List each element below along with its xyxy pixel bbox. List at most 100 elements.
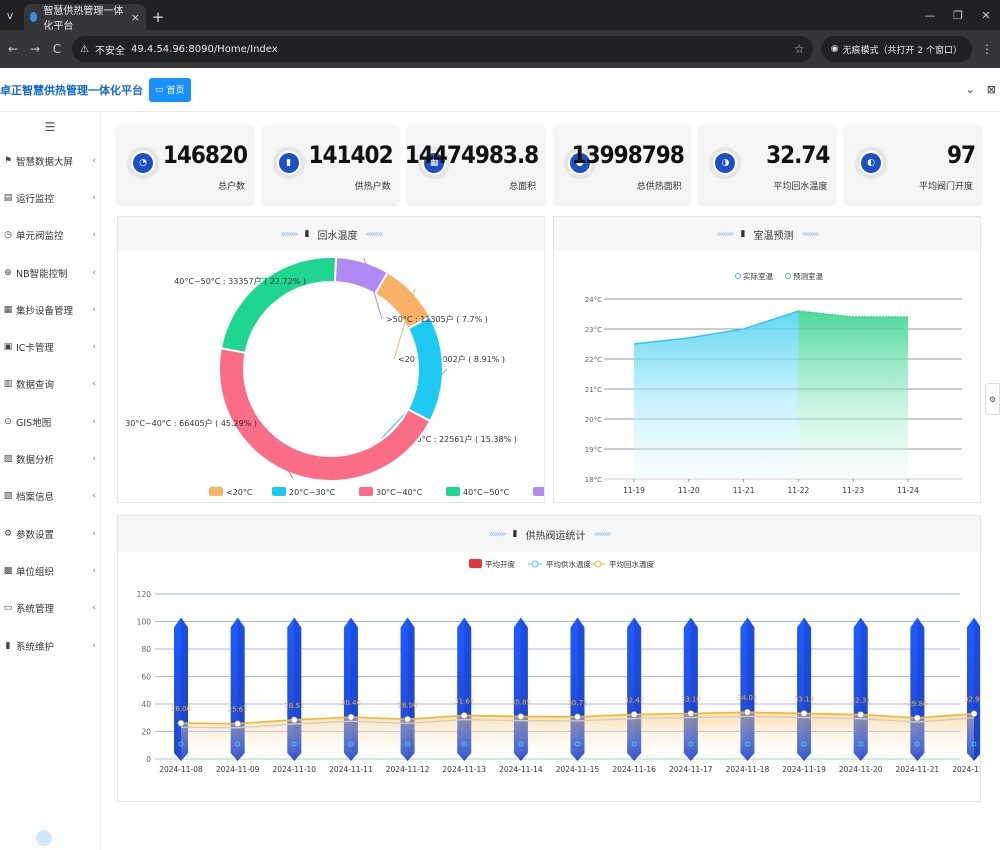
reload-icon[interactable]: C (52, 42, 62, 56)
assistant-icon[interactable] (36, 830, 52, 846)
data-label: 33.13 (794, 695, 814, 703)
chevron-left-icon: ‹ (92, 379, 96, 390)
data-point (404, 715, 411, 723)
data-point (630, 711, 638, 718)
address-bar[interactable]: ⚠ 不安全 49.4.54.96:8090/Home/Index ☆ (72, 36, 813, 62)
menu-toggle-icon[interactable]: ☰ (44, 120, 56, 134)
x-tick-label: 2024-11-17 (669, 765, 713, 774)
legend-label: <20°C (226, 488, 253, 497)
tab-search-icon[interactable]: v (6, 8, 14, 22)
url-text[interactable]: 49.4.54.96:8090/Home/Index (130, 43, 278, 55)
wrench-icon: ▮ (5, 640, 11, 651)
bar-marker (235, 741, 241, 747)
pie-slice (219, 256, 338, 354)
window-close-icon[interactable]: ✕ (981, 8, 991, 22)
app-brand: 卓正智慧供热管理一体化平台 (0, 83, 143, 97)
return-water-chart: <20°C : 13002户 ( 8.91% ) 20°C~30°C : 2256… (125, 256, 577, 497)
sidebar-item-label: 运行监控 (16, 193, 55, 205)
x-tick-label: 2024-11-10 (272, 765, 316, 774)
chevron-left-icon: ‹ (92, 342, 96, 353)
data-label: 33.10 (681, 695, 701, 703)
side-tool-button[interactable]: ⚙ (985, 383, 1000, 415)
sidebar-item[interactable]: ▩ 单位组织 ‹ (0, 552, 100, 589)
browser-tab[interactable]: 智慧供热管理一体化平台 × (24, 4, 146, 32)
chevron-down-icon[interactable]: ⌄ (965, 83, 975, 96)
forward-icon[interactable]: → (29, 42, 41, 56)
x-tick-label: 11-19 (623, 486, 645, 495)
room-temp-panel: »»»» ▮ 室温预测 «««« 18°C 19°C 20°C 21°C 22°C 23°… (553, 216, 981, 503)
pie-icon: ◔ (127, 147, 159, 179)
tab-close-icon[interactable]: × (130, 10, 140, 24)
home-button[interactable]: ▭ 首页 (149, 77, 191, 102)
sidebar-item-label: 智慧数据大屏 (16, 156, 74, 168)
minimize-icon[interactable]: — (924, 8, 936, 22)
data-label: 32.42 (624, 696, 644, 704)
browser-menu-icon[interactable]: ⋮ (981, 42, 993, 56)
pie-slice (218, 347, 432, 482)
legend-marker (785, 273, 791, 279)
sidebar-item-label: 单位组织 (16, 566, 55, 578)
sidebar-item[interactable]: ▦ 集抄设备管理 ‹ (0, 291, 100, 328)
legend-swatch (446, 487, 460, 496)
incognito-icon: ◉ (830, 44, 839, 54)
x-tick-label: 2024-11-09 (216, 765, 260, 774)
sidebar-item-label: 集抄设备管理 (16, 305, 74, 317)
sidebar-item[interactable]: ⊕ NB智能控制 ‹ (0, 254, 100, 291)
chevrons-right-icon: »»»» (280, 228, 299, 240)
chevron-left-icon: ‹ (92, 565, 96, 576)
bar-marker (688, 741, 694, 747)
data-point (574, 713, 581, 721)
sidebar-item[interactable]: ▥ 数据查询 ‹ (0, 366, 100, 403)
main-content: ◔ 146820 总户数 ▮ 141402 供热户数 ▦ 14474983.8 总面积 ◕ 1399… (101, 112, 1000, 850)
sidebar-item[interactable]: ⊙ GIS地图 ‹ (0, 403, 100, 440)
close-all-icon[interactable]: ⊠ (986, 83, 996, 96)
area-icon: ◕ (563, 147, 596, 179)
sidebar-item[interactable]: ▣ IC卡管理 ‹ (0, 328, 100, 365)
series-line (633, 310, 799, 345)
bookmark-star-icon[interactable]: ☆ (793, 42, 805, 56)
chevrons-right-icon: »»»» (488, 528, 507, 540)
data-label: 30.46 (341, 699, 362, 707)
pie-label-line (393, 288, 416, 360)
sidebar-item[interactable]: ▤ 运行监控 ‹ (0, 179, 100, 216)
legend-label: 平均供水温度 (546, 559, 591, 569)
return-water-panel: »»»» ▮ 回水温度 «««« <20°C : 13002户 ( 8.91% … (117, 216, 577, 503)
area-fill (634, 311, 799, 479)
bar-chart-icon: ▮ (272, 147, 305, 179)
x-tick-label: 2024-11-14 (499, 765, 543, 774)
x-tick-label: 11-20 (678, 486, 700, 495)
data-label: 26.06 (171, 705, 192, 713)
sidebar-item[interactable]: ▨ 数据分析 ‹ (0, 440, 100, 477)
chevron-left-icon: ‹ (92, 603, 96, 614)
incognito-indicator[interactable]: ◉ 无痕模式（共打开 2 个窗口） (820, 36, 972, 62)
data-label: 32.94 (964, 696, 980, 704)
data-point (914, 714, 921, 722)
data-label: 31.67 (454, 697, 474, 705)
sidebar-item[interactable]: ▮ 系统维护 ‹ (0, 627, 100, 664)
sidebar-menu: ⚑ 智慧数据大屏 ‹ ▤ 运行监控 ‹ ◷ 单元阀监控 ‹ ⊕ NB智能控制 ‹ ▦ 集抄设备管理 ‹ ▣ IC… (0, 142, 100, 664)
stat-value: 32.74 (766, 141, 830, 169)
pie-label-line (380, 368, 448, 440)
legend-swatch (359, 487, 373, 496)
map-pin-icon: ⊙ (4, 416, 12, 427)
sidebar-item-label: 单元阀监控 (16, 231, 64, 243)
panel-title-bar: »»»» ▮ 回水温度 «««« (118, 217, 544, 251)
sidebar-item[interactable]: ⚙ 参数设置 ‹ (0, 515, 100, 552)
new-tab-button[interactable]: + (151, 8, 165, 26)
data-label: 30.85 (511, 699, 531, 707)
back-icon[interactable]: ← (7, 42, 19, 56)
sidebar-item[interactable]: ▧ 档案信息 ‹ (0, 478, 100, 515)
archive-icon: ▧ (3, 491, 13, 502)
maximize-icon[interactable]: ❐ (953, 8, 963, 22)
chevron-left-icon: ‹ (92, 640, 96, 651)
data-label: 30.71 (567, 699, 587, 707)
data-point (290, 716, 298, 724)
flag-icon: ⚑ (3, 155, 13, 166)
data-label: 28.90 (398, 701, 418, 709)
sidebar-item[interactable]: ▭ 系统管理 ‹ (0, 590, 100, 627)
sidebar-item-label: 系统维护 (16, 641, 55, 653)
data-point (517, 713, 525, 720)
pie-label-line (260, 422, 294, 479)
sidebar-item[interactable]: ◷ 单元阀监控 ‹ (0, 217, 100, 254)
sidebar-item[interactable]: ⚑ 智慧数据大屏 ‹ (0, 142, 100, 179)
